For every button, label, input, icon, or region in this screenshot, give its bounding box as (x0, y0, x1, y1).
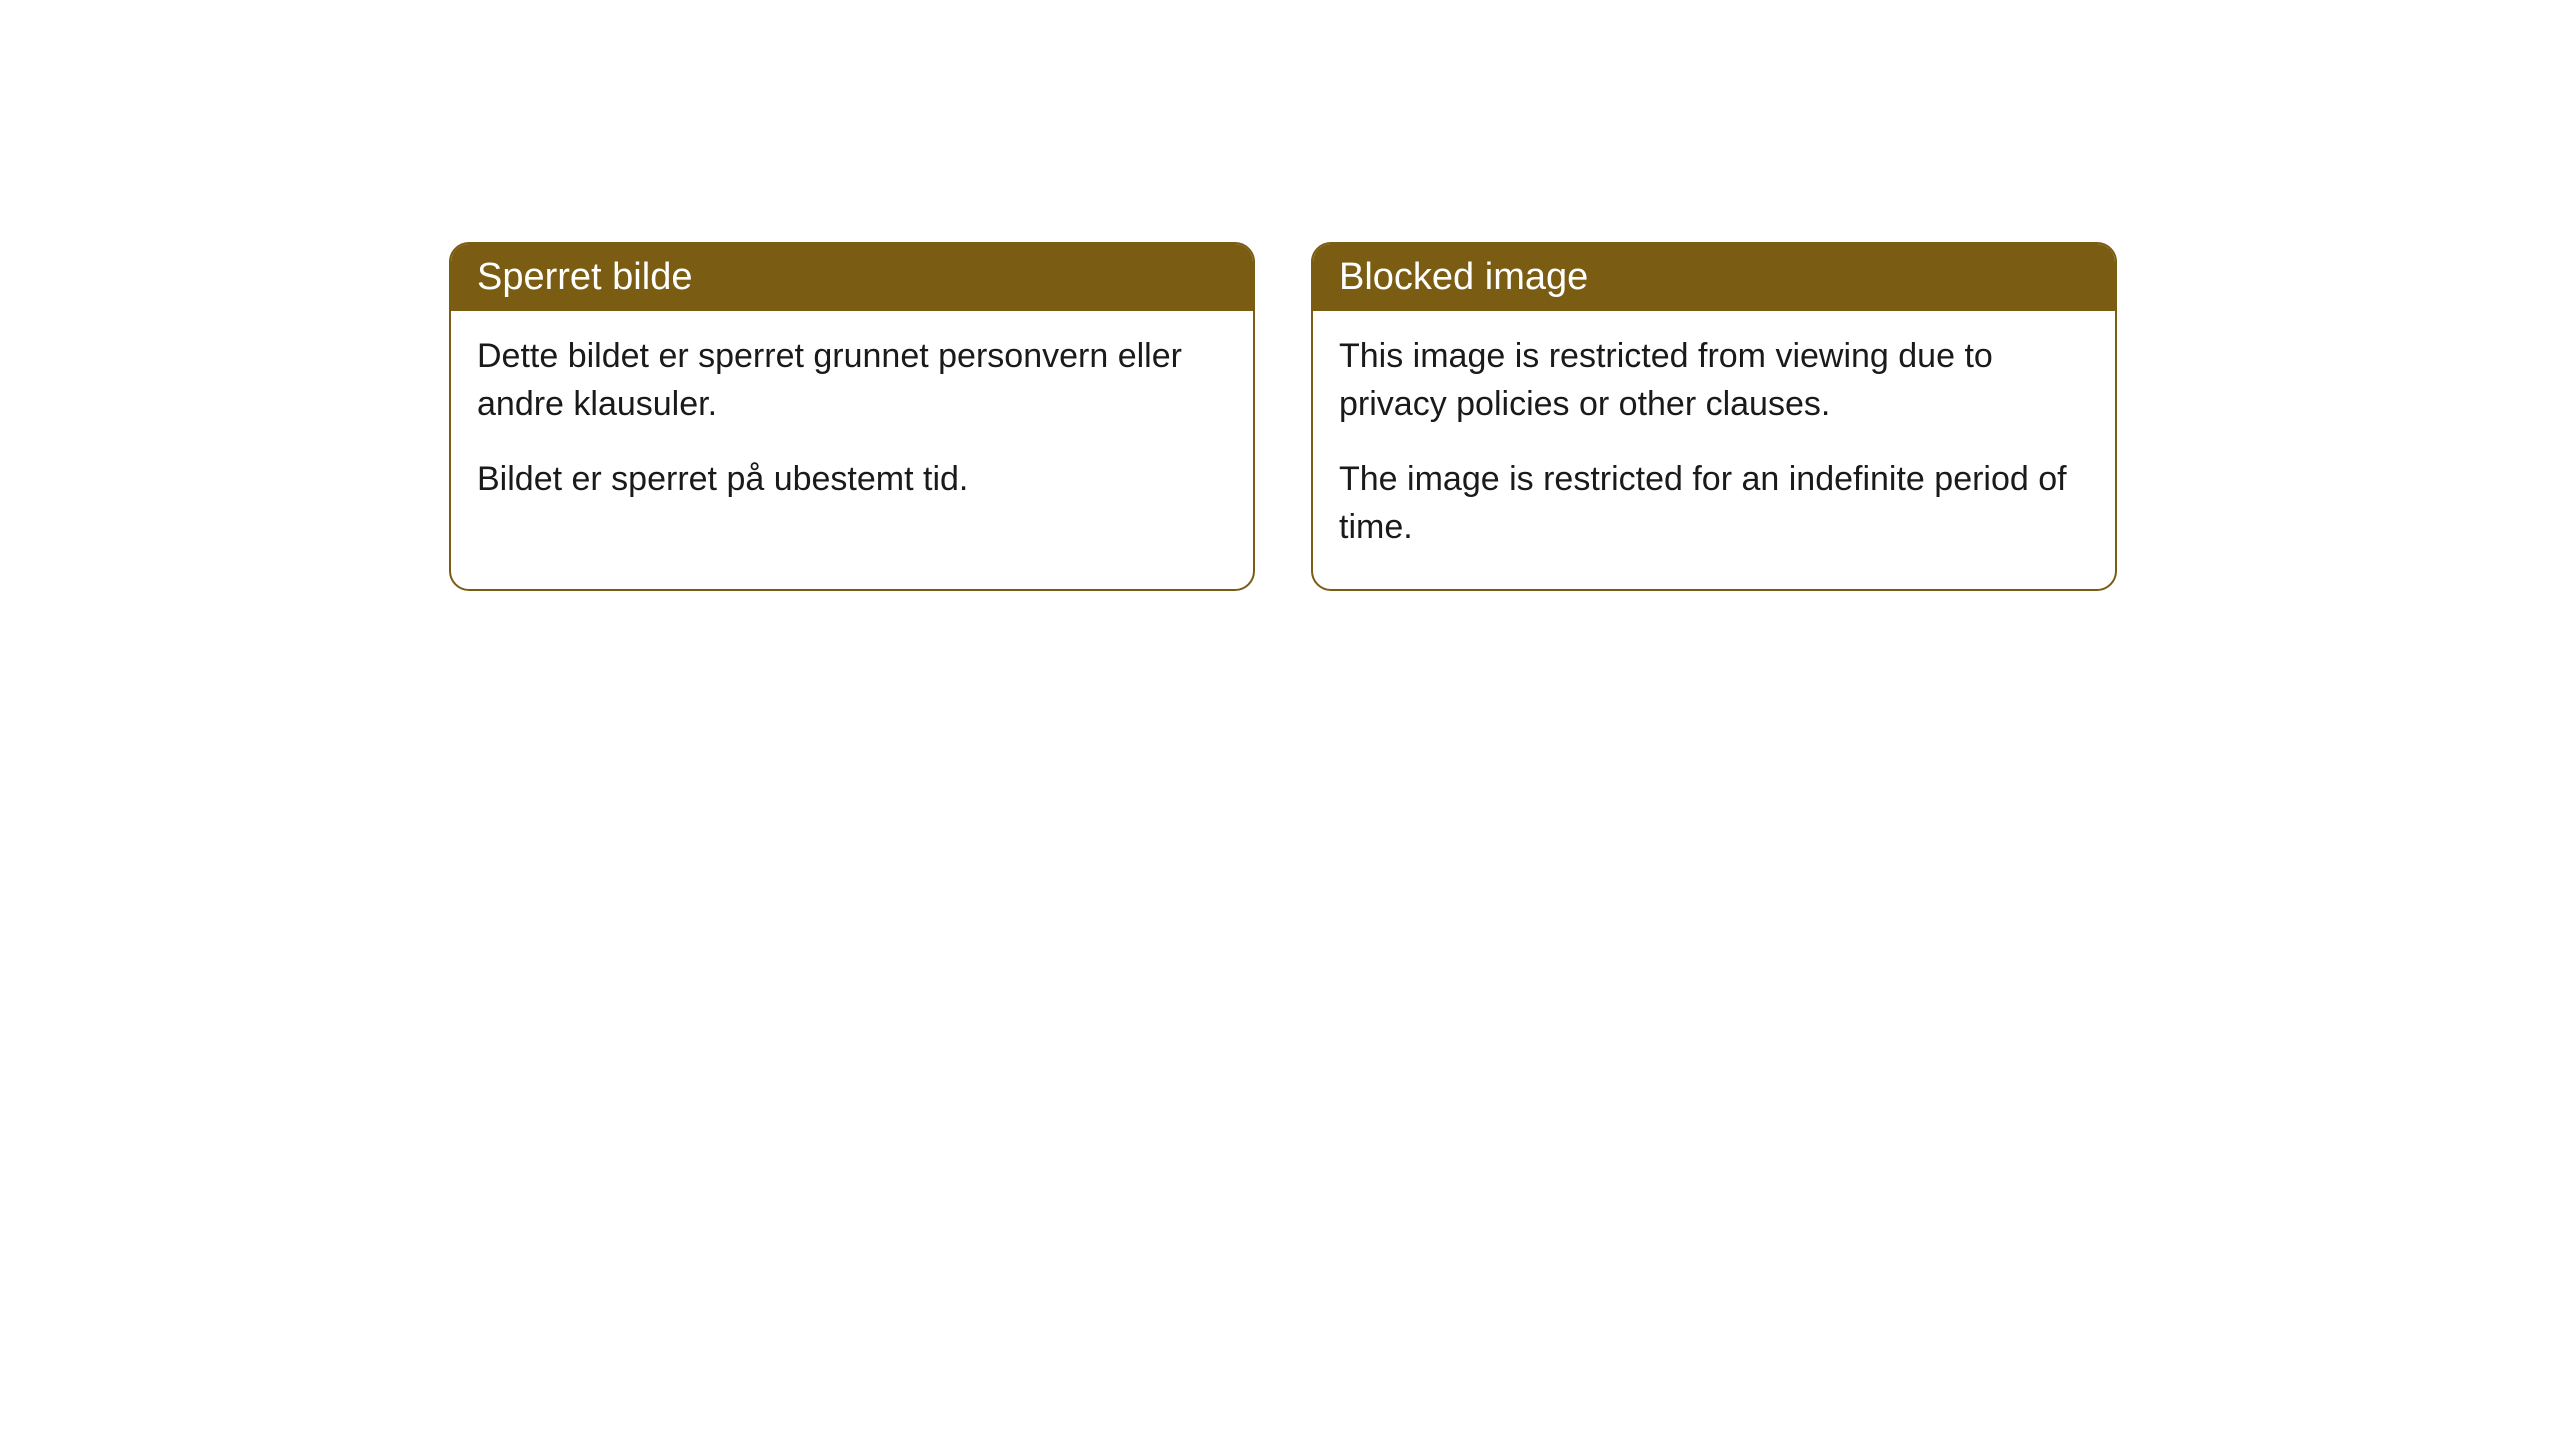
blocked-image-card-norwegian: Sperret bilde Dette bildet er sperret gr… (449, 242, 1255, 591)
card-paragraph: Dette bildet er sperret grunnet personve… (477, 333, 1227, 428)
card-title: Blocked image (1339, 256, 1588, 298)
card-paragraph: This image is restricted from viewing du… (1339, 333, 2089, 428)
card-header-norwegian: Sperret bilde (451, 244, 1253, 311)
card-paragraph: The image is restricted for an indefinit… (1339, 456, 2089, 551)
card-header-english: Blocked image (1313, 244, 2115, 311)
card-body-english: This image is restricted from viewing du… (1313, 311, 2115, 589)
card-paragraph: Bildet er sperret på ubestemt tid. (477, 456, 1227, 504)
card-body-norwegian: Dette bildet er sperret grunnet personve… (451, 311, 1253, 542)
blocked-image-card-english: Blocked image This image is restricted f… (1311, 242, 2117, 591)
card-title: Sperret bilde (477, 256, 692, 298)
info-cards-container: Sperret bilde Dette bildet er sperret gr… (449, 242, 2117, 591)
